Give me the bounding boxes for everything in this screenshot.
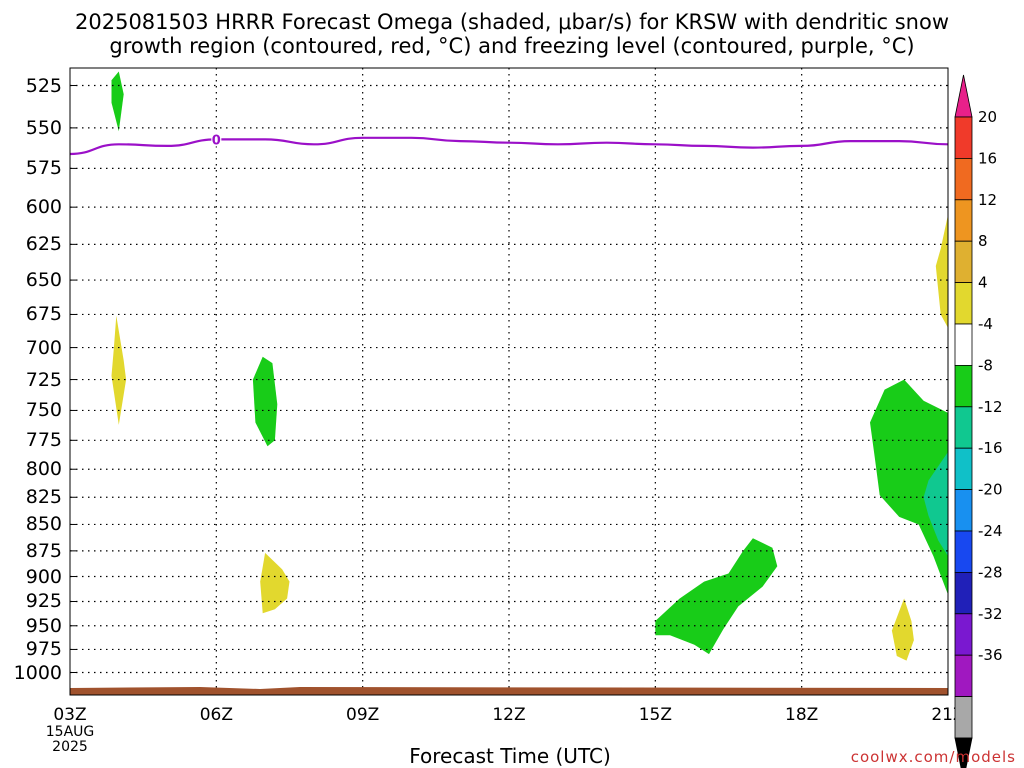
x-tick-label: 15Z — [639, 705, 672, 725]
colorbar-swatch — [954, 157, 973, 201]
plot-frame — [69, 67, 949, 696]
colorbar-swatch — [954, 199, 973, 242]
colorbar: 20 16 12 8 4 -4 -8 -12 -16 -20 -24 -28 -32 -36 — [954, 74, 1003, 768]
terrain-band — [70, 687, 948, 695]
colorbar-top-arrow — [954, 74, 973, 118]
omega-region-5 — [870, 379, 948, 595]
y-tick-label: 725 — [25, 368, 62, 391]
colorbar-swatch — [954, 323, 973, 366]
x-tick-label: 18Z — [785, 705, 818, 725]
y-tick-label: 850 — [25, 513, 62, 536]
source-credit: coolwx.com/models — [850, 748, 1016, 766]
colorbar-label: -12 — [978, 398, 1003, 416]
freezing-level-label: 0 — [212, 133, 221, 148]
x-date-label: 2025 — [52, 739, 88, 755]
y-tick-label: 800 — [25, 458, 62, 481]
omega-region-8 — [891, 598, 914, 661]
x-tick-label: 03Z — [53, 705, 86, 725]
colorbar-label: -8 — [978, 356, 993, 374]
omega-region-7 — [655, 538, 778, 655]
y-tick-label: 750 — [25, 399, 62, 422]
colorbar-label: -20 — [978, 481, 1003, 499]
y-tick-label: 575 — [25, 157, 62, 180]
colorbar-label: -32 — [978, 605, 1003, 623]
y-tick-label: 1000 — [13, 661, 62, 684]
y-tick-label: 975 — [25, 638, 62, 661]
y-tick-label: 775 — [25, 429, 62, 452]
colorbar-bottom-arrow — [954, 737, 973, 768]
colorbar-swatch — [954, 282, 973, 325]
colorbar-swatch — [954, 696, 973, 739]
y-tick-label: 825 — [25, 486, 62, 509]
y-tick-label: 675 — [25, 303, 62, 326]
x-date-label: 15AUG — [46, 724, 95, 740]
colorbar-label: 20 — [978, 108, 997, 126]
y-tick-label: 925 — [25, 590, 62, 613]
omega-regions — [111, 71, 948, 661]
omega-region-2 — [252, 356, 278, 447]
omega-region-3 — [260, 552, 290, 614]
colorbar-label: 4 — [978, 274, 988, 292]
omega-region-0 — [111, 71, 124, 132]
colorbar-label: -36 — [978, 646, 1003, 664]
x-tick-label: 12Z — [492, 705, 525, 725]
surface-terrain — [70, 687, 948, 695]
x-axis-title: Forecast Time (UTC) — [409, 744, 611, 768]
y-tick-label: 950 — [25, 614, 62, 637]
y-tick-label: 700 — [25, 336, 62, 359]
colorbar-label: -4 — [978, 315, 993, 333]
omega-region-1 — [111, 315, 127, 425]
y-tick-label: 875 — [25, 539, 62, 562]
y-tick-label: 900 — [25, 565, 62, 588]
colorbar-swatch — [954, 654, 973, 698]
omega-region-4 — [935, 214, 948, 328]
colorbar-swatch — [954, 572, 973, 615]
y-tick-label: 550 — [25, 116, 62, 139]
colorbar-label: -28 — [978, 563, 1003, 581]
colorbar-label: 12 — [978, 191, 997, 209]
colorbar-swatch — [954, 489, 973, 532]
colorbar-label: -24 — [978, 522, 1003, 540]
omega-region-6 — [923, 452, 948, 557]
colorbar-swatch — [954, 240, 973, 283]
colorbar-swatch — [954, 406, 973, 449]
y-tick-label: 625 — [25, 233, 62, 256]
y-tick-label: 650 — [25, 269, 62, 292]
freezing-label-bg — [211, 132, 222, 147]
colorbar-label: 8 — [978, 232, 988, 250]
colorbar-label: -16 — [978, 439, 1003, 457]
chart-title-line2: growth region (contoured, red, °C) and f… — [109, 34, 915, 58]
colorbar-swatch — [954, 530, 973, 573]
colorbar-swatch — [954, 613, 973, 656]
colorbar-swatch — [954, 116, 973, 159]
colorbar-label: 16 — [978, 149, 997, 167]
freezing-level: 0 — [69, 132, 949, 156]
colorbar-swatch — [954, 447, 973, 491]
x-tick-label: 09Z — [346, 705, 379, 725]
chart-title-line1: 2025081503 HRRR Forecast Omega (shaded, … — [75, 10, 949, 34]
y-tick-label: 525 — [25, 74, 62, 97]
colorbar-swatch — [954, 364, 973, 408]
gridlines — [69, 68, 949, 695]
x-tick-label: 06Z — [200, 705, 233, 725]
y-tick-label: 600 — [25, 196, 62, 219]
